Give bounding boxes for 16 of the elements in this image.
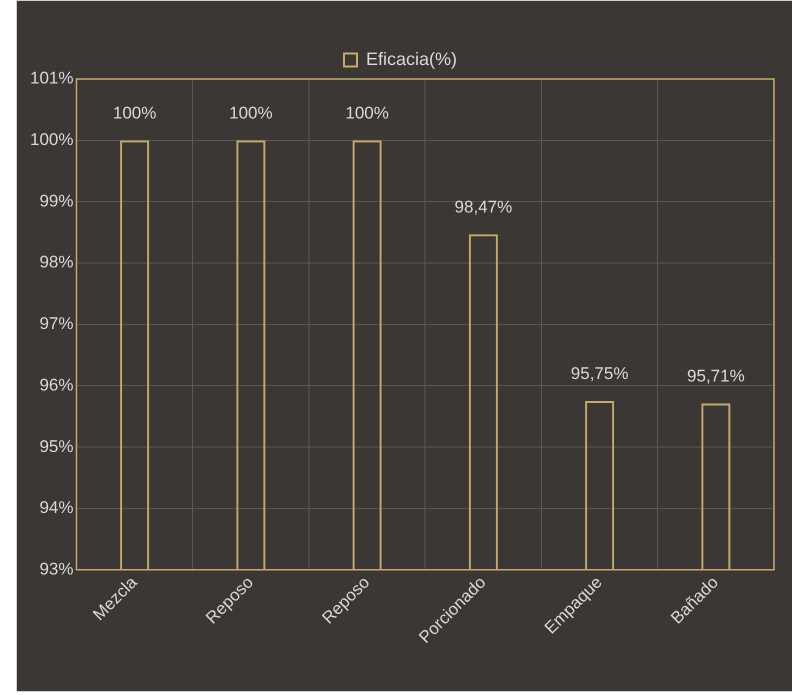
y-tick-label: 93% xyxy=(39,559,74,578)
data-label: 98,47% xyxy=(454,197,512,216)
data-label: 100% xyxy=(345,104,389,123)
y-tick-label: 101% xyxy=(30,68,74,88)
data-label: 100% xyxy=(229,104,273,123)
data-label: 100% xyxy=(112,104,156,123)
y-tick-label: 99% xyxy=(39,191,74,210)
data-label: 95,71% xyxy=(687,366,745,386)
y-tick-label: 100% xyxy=(30,130,74,150)
y-tick-label: 94% xyxy=(39,498,74,518)
y-tick-label: 97% xyxy=(39,314,74,334)
y-tick-label: 95% xyxy=(39,436,74,456)
data-label: 95,75% xyxy=(570,364,628,384)
y-tick-label: 96% xyxy=(39,375,74,394)
legend-label: Eficacia(%) xyxy=(366,48,458,69)
y-tick-label: 98% xyxy=(39,252,74,272)
